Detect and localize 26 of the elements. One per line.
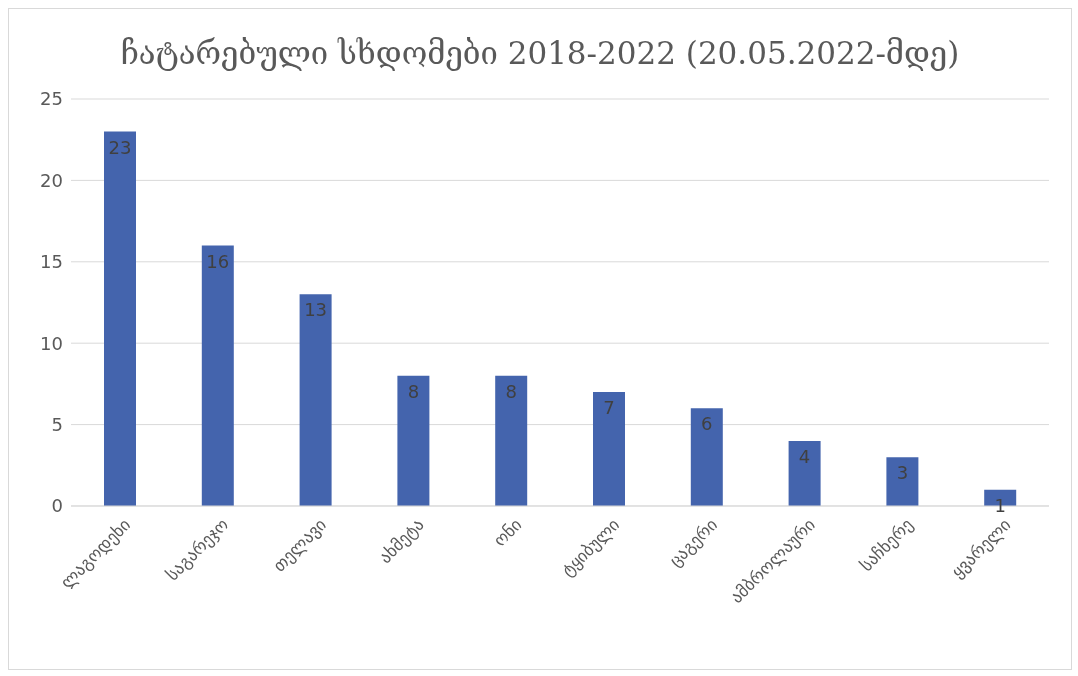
y-tick-label: 20 bbox=[40, 169, 63, 191]
data-label: 7 bbox=[603, 397, 615, 419]
data-label: 13 bbox=[304, 299, 328, 321]
data-label: 16 bbox=[206, 250, 230, 272]
y-tick-label: 5 bbox=[51, 413, 63, 435]
bar bbox=[593, 392, 625, 506]
data-label: 8 bbox=[407, 380, 420, 402]
y-tick-label: 25 bbox=[40, 88, 63, 110]
bar bbox=[690, 408, 723, 506]
data-label: 4 bbox=[798, 445, 811, 467]
bar bbox=[397, 375, 430, 506]
y-tick-label: 15 bbox=[40, 251, 63, 273]
y-tick-label: 10 bbox=[40, 332, 63, 354]
bar bbox=[104, 131, 136, 506]
chart-title: ჩატარებული სხდომები 2018-2022 (20.05.2022-მდე) bbox=[119, 35, 961, 71]
bar bbox=[201, 245, 234, 506]
bar bbox=[299, 294, 332, 506]
y-tick-label: 0 bbox=[51, 495, 63, 517]
bar bbox=[886, 457, 919, 506]
bar bbox=[495, 375, 528, 506]
data-label: 6 bbox=[701, 413, 713, 435]
data-label: 23 bbox=[108, 136, 132, 158]
x-tick-label: ონი bbox=[489, 514, 526, 551]
data-label: 3 bbox=[896, 462, 909, 484]
data-label: 8 bbox=[505, 380, 517, 402]
bar bbox=[788, 440, 821, 506]
